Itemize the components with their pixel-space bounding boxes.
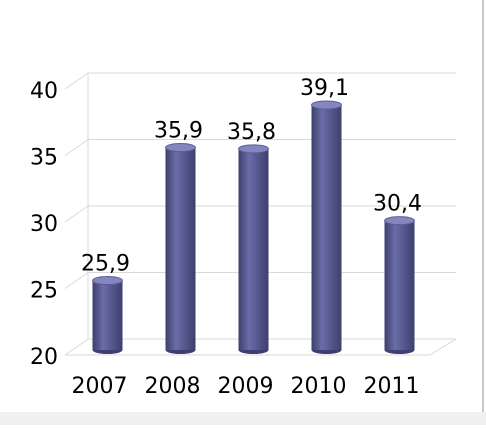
gridline-diagonal (64, 72, 89, 90)
x-tick-label: 2009 (218, 374, 274, 399)
gridline-diagonal (64, 272, 89, 289)
bar-2008 (165, 143, 196, 354)
gridlines (64, 72, 457, 356)
frame-bottom-strip (0, 412, 486, 425)
bar-2009 (238, 144, 269, 354)
bar-2007 (92, 276, 123, 354)
y-tick-label: 40 (30, 79, 58, 104)
x-axis-ticks: 2007 2008 2009 2010 2011 (72, 374, 420, 399)
x-tick-label: 2008 (145, 374, 201, 399)
x-tick-label: 2007 (72, 374, 128, 399)
bars (92, 100, 415, 354)
gridline-diagonal (64, 205, 89, 223)
data-label: 35,9 (154, 119, 203, 144)
data-label: 25,9 (81, 252, 130, 277)
frame-edge (482, 0, 484, 425)
bar-2010 (311, 100, 342, 354)
y-axis-ticks: 20 25 30 35 40 (30, 79, 58, 370)
bar-2011 (384, 216, 415, 354)
y-tick-label: 30 (30, 212, 58, 237)
data-labels: 25,9 35,9 35,8 39,1 30,4 (81, 76, 422, 277)
data-label: 35,8 (227, 120, 276, 145)
x-tick-label: 2011 (364, 374, 420, 399)
floor-side-edge (429, 338, 457, 356)
data-label: 30,4 (373, 192, 422, 217)
y-tick-label: 25 (30, 279, 58, 304)
gridline-diagonal (64, 139, 89, 156)
data-label: 39,1 (300, 76, 349, 101)
y-tick-label: 35 (30, 146, 58, 171)
x-tick-label: 2010 (291, 374, 347, 399)
y-tick-label: 20 (30, 345, 58, 370)
gridline-diagonal (64, 338, 89, 356)
